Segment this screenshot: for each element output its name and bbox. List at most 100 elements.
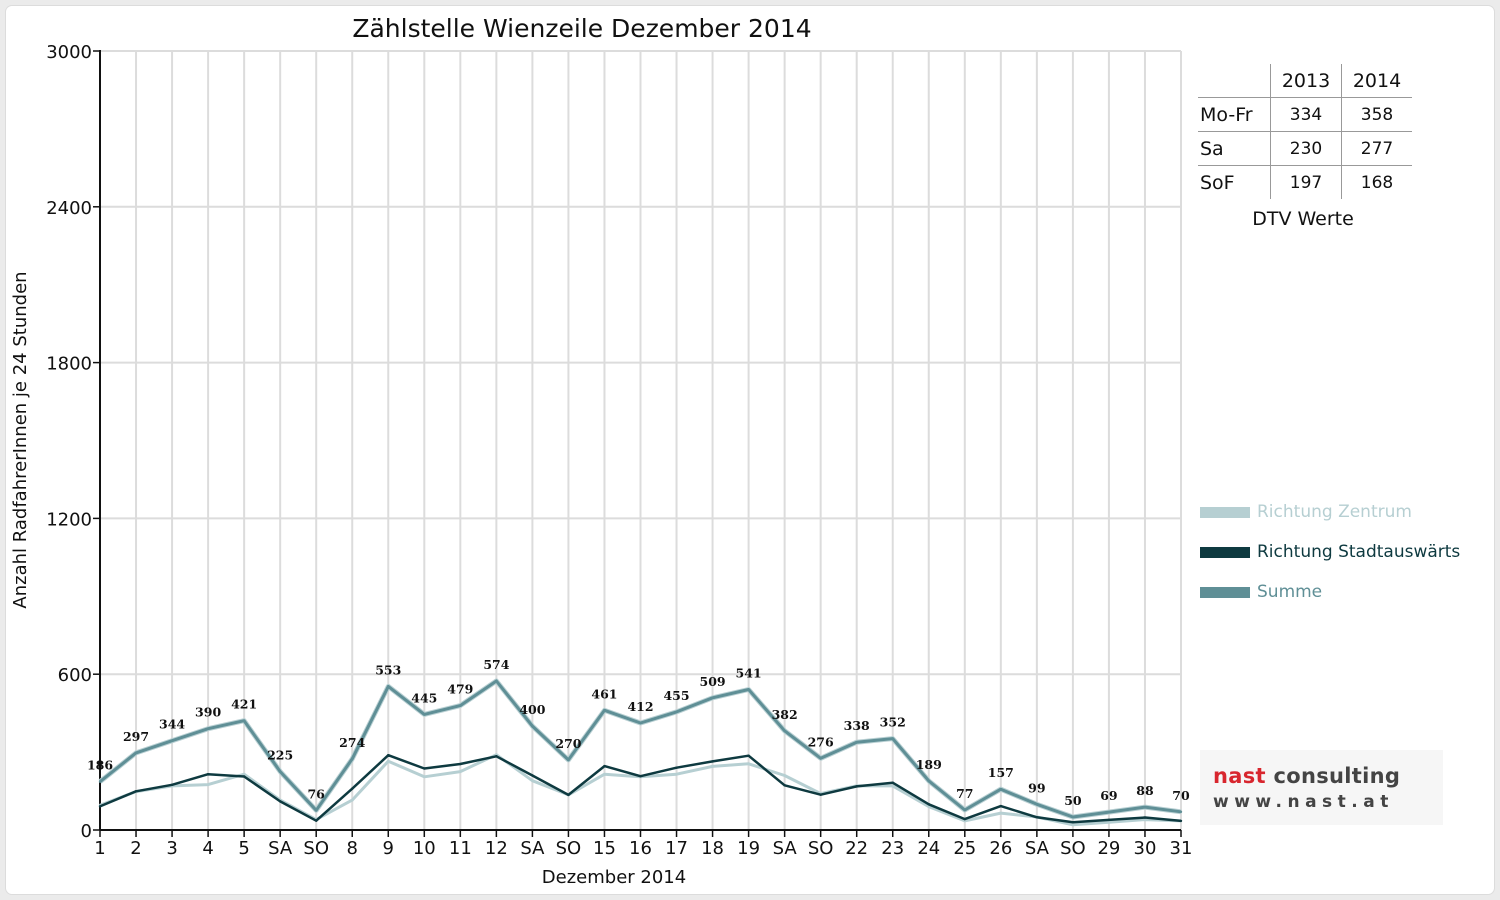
data-point (206, 727, 210, 730)
data-point (531, 724, 534, 728)
dtv-row-label: Sa (1198, 131, 1271, 166)
logo-word-nast: nast (1213, 764, 1266, 788)
x-tick-label: 29 (1097, 838, 1120, 859)
data-point (134, 751, 138, 755)
data-label: 69 (1100, 788, 1117, 803)
data-point (134, 790, 138, 793)
data-point (531, 779, 534, 782)
x-axis-label: Dezember 2014 (542, 867, 686, 888)
data-point (1071, 823, 1075, 827)
x-tick-label: 9 (383, 838, 394, 859)
data-label: 461 (591, 686, 617, 701)
data-label: 509 (700, 674, 726, 689)
data-label: 400 (519, 702, 545, 717)
dtv-value: 197 (1270, 165, 1342, 199)
data-label: 421 (231, 697, 257, 712)
x-tick-label: 26 (989, 838, 1012, 859)
data-point (891, 784, 894, 788)
data-point (351, 798, 354, 802)
y-tick-label: 1800 (46, 354, 92, 375)
data-point (783, 729, 786, 733)
data-point (315, 809, 318, 812)
data-point (1107, 821, 1111, 824)
data-point (495, 755, 498, 758)
dtv-table: 2013 2014 Mo-Fr 334 358 Sa 230 277 SoF 1… (1198, 64, 1412, 199)
data-point (1143, 816, 1147, 819)
x-tick-label: SA (773, 838, 798, 859)
data-point (1071, 821, 1075, 824)
y-tick-label: 2400 (46, 198, 92, 219)
data-point (423, 775, 426, 778)
legend-item-summe: Summe (1200, 572, 1460, 612)
x-tick-label: 11 (449, 838, 472, 859)
x-tick-label: SO (303, 838, 329, 859)
legend-label: Summe (1257, 582, 1323, 602)
dtv-value: 230 (1270, 131, 1342, 166)
legend-item-zentrum: Richtung Zentrum (1200, 492, 1460, 532)
dtv-row-label: Mo-Fr (1198, 97, 1271, 132)
chart-legend: Richtung Zentrum Richtung Stadtauswärts … (1200, 492, 1460, 612)
y-tick-label: 3000 (46, 42, 92, 63)
data-label: 274 (339, 735, 365, 750)
data-point (963, 817, 966, 821)
data-point (999, 804, 1003, 808)
dtv-header-row: 2013 2014 (1198, 64, 1412, 98)
data-label: 412 (627, 699, 653, 714)
data-point (783, 784, 786, 787)
data-point (1035, 803, 1039, 806)
x-tick-label: 30 (1134, 838, 1157, 859)
dtv-header-2014: 2014 (1341, 64, 1412, 98)
data-label: 382 (772, 707, 798, 722)
x-tick-label: 10 (413, 838, 436, 859)
data-point (1179, 810, 1183, 814)
x-tick-label: 18 (701, 838, 724, 859)
data-point (999, 788, 1003, 791)
data-point (1107, 810, 1111, 814)
data-label: 186 (87, 758, 113, 773)
y-tick-label: 600 (58, 665, 92, 686)
data-point (963, 819, 966, 823)
data-point (459, 770, 462, 773)
legend-swatch (1200, 506, 1250, 518)
dtv-caption: DTV Werte (1252, 208, 1354, 230)
data-label: 479 (447, 682, 473, 697)
dtv-value: 358 (1341, 97, 1412, 132)
x-tick-label: 22 (845, 838, 868, 859)
data-point (603, 764, 606, 768)
data-label: 574 (483, 657, 509, 672)
data-point (1107, 818, 1111, 822)
legend-label: Richtung Stadtauswärts (1257, 542, 1461, 562)
x-tick-label: 17 (665, 838, 688, 859)
x-tick-label: SO (808, 838, 834, 859)
data-point (423, 767, 426, 770)
data-point (278, 800, 282, 803)
x-tick-label: SA (520, 838, 545, 859)
data-label: 270 (555, 736, 581, 751)
data-point (675, 766, 678, 769)
data-point (639, 775, 642, 778)
data-point (711, 765, 714, 768)
y-tick-label: 1200 (46, 509, 92, 530)
x-tick-label: 16 (629, 838, 652, 859)
data-label: 344 (159, 717, 185, 732)
data-point (567, 793, 570, 797)
data-point (747, 688, 750, 691)
logo-website: www.nast.at (1213, 792, 1394, 812)
data-point (783, 774, 786, 777)
data-point (711, 696, 714, 700)
data-point (351, 787, 354, 790)
data-point (278, 770, 282, 773)
x-tick-label: 24 (917, 838, 940, 859)
data-point (855, 741, 858, 744)
dtv-row-label: SoF (1200, 171, 1235, 194)
data-point (927, 803, 930, 806)
data-point (747, 754, 750, 757)
data-label: 390 (195, 705, 221, 720)
data-point (98, 780, 102, 783)
data-point (459, 762, 462, 766)
y-axis-label: Anzahl RadfahrerInnen je 24 Stunden (10, 271, 31, 608)
dtv-row-sa: Sa 230 277 (1198, 131, 1412, 166)
x-tick-label: SA (1025, 838, 1050, 859)
data-label: 88 (1136, 783, 1154, 798)
